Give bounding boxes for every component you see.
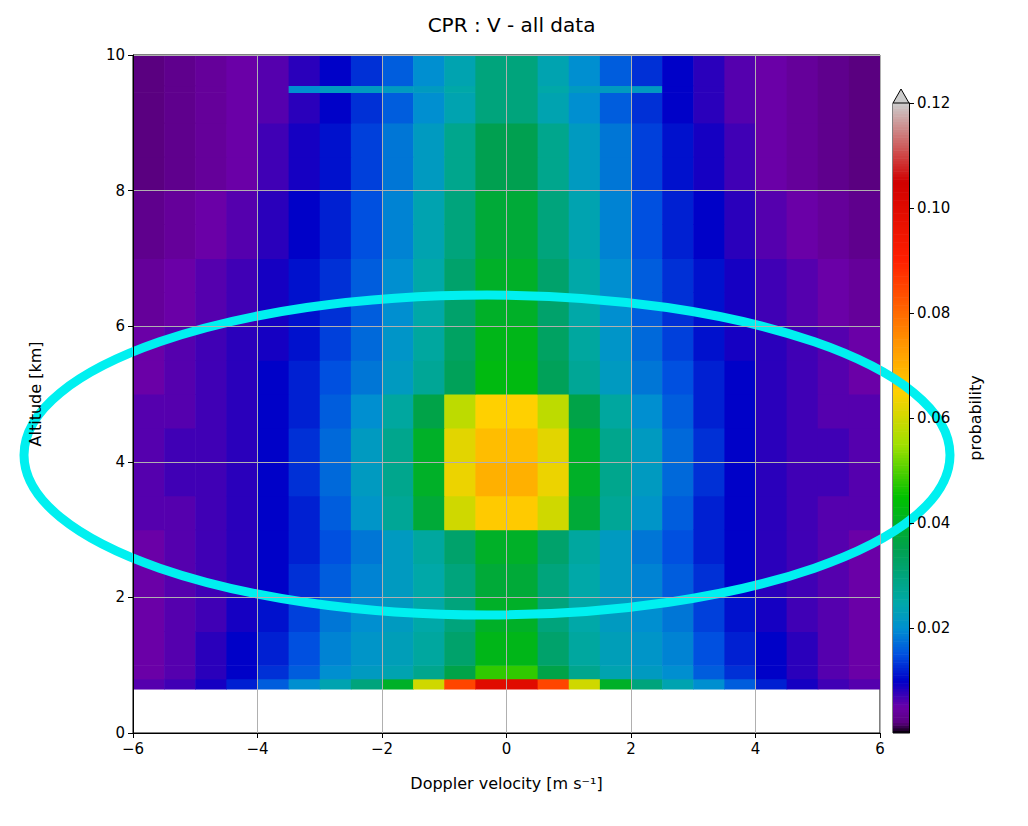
svg-text:10: 10 (106, 46, 125, 64)
svg-text:0.08: 0.08 (917, 304, 950, 322)
svg-text:CPR : V - all data: CPR : V - all data (428, 13, 596, 37)
svg-text:0.02: 0.02 (917, 619, 950, 637)
svg-text:0.12: 0.12 (917, 94, 950, 112)
svg-text:2: 2 (626, 740, 636, 758)
svg-text:8: 8 (115, 182, 125, 200)
svg-text:−2: −2 (371, 740, 393, 758)
svg-text:4: 4 (751, 740, 761, 758)
svg-text:6: 6 (875, 740, 885, 758)
svg-text:Altitude [km]: Altitude [km] (26, 342, 45, 447)
svg-text:0.10: 0.10 (917, 199, 950, 217)
svg-text:6: 6 (115, 317, 125, 335)
svg-text:2: 2 (115, 588, 125, 606)
svg-text:−4: −4 (246, 740, 268, 758)
svg-text:−6: −6 (122, 740, 144, 758)
svg-text:probability: probability (966, 375, 985, 460)
svg-text:Doppler velocity [m s⁻¹]: Doppler velocity [m s⁻¹] (410, 774, 602, 793)
svg-text:0: 0 (502, 740, 512, 758)
svg-text:4: 4 (115, 453, 125, 471)
svg-text:0: 0 (115, 724, 125, 742)
svg-text:0.04: 0.04 (917, 514, 950, 532)
svg-text:0.06: 0.06 (917, 409, 950, 427)
